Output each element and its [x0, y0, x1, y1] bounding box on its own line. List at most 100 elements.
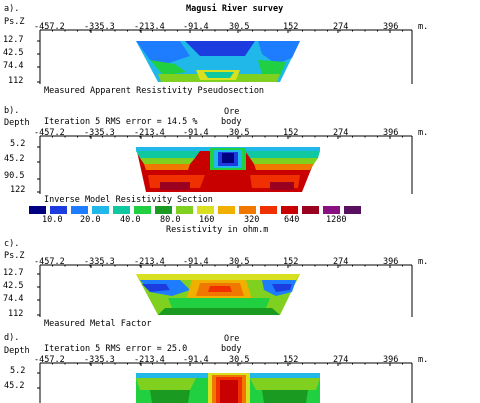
- panel-a-y-heading: Ps.Z: [4, 17, 25, 27]
- panel-d-ore-label: Ore: [224, 334, 240, 344]
- panel-c-x-tick: 30.5: [229, 257, 250, 267]
- panel-d-y-tick: 5.2: [10, 366, 26, 376]
- panel-c-x-tick: 152: [283, 257, 299, 267]
- panel-c-unit: m.: [418, 257, 429, 267]
- panel-c-y-tick: 74.4: [3, 294, 24, 304]
- legend-title: Resistivity in ohm.m: [166, 225, 269, 235]
- panel-c-plot: [136, 274, 300, 315]
- panel-c-region: [158, 308, 280, 315]
- panel-a-x-tick: -457.2: [34, 22, 65, 32]
- panel-a-region: [150, 60, 186, 76]
- panel-d-x-tick: 152: [283, 355, 299, 365]
- panel-d-y-heading: Depth: [4, 346, 30, 356]
- panel-a-letter: a).: [4, 4, 20, 14]
- panel-a-region: [258, 60, 286, 76]
- panel-b-x-tick: 396: [383, 128, 399, 138]
- legend-swatch: [71, 206, 88, 214]
- panel-c-x-tick: -213.4: [134, 257, 165, 267]
- panel-b-region: [270, 182, 294, 190]
- axes-group: [37, 29, 413, 403]
- panel-b-x-tick: -457.2: [34, 128, 65, 138]
- chart-title: Magusi River survey: [186, 4, 284, 14]
- panel-b-x-tick: 152: [283, 128, 299, 138]
- panel-b-region: [222, 153, 234, 163]
- panel-d-region: [220, 380, 238, 403]
- panel-b-x-tick: 274: [333, 128, 349, 138]
- panel-d-x-tick: 30.5: [229, 355, 250, 365]
- panel-a-x-tick: -335.3: [84, 22, 115, 32]
- panel-a-region: [185, 41, 255, 56]
- panel-a-x-tick: -91.4: [183, 22, 209, 32]
- panel-c-region: [272, 284, 292, 292]
- panel-c-y-tick: 42.5: [3, 281, 24, 291]
- panel-d-ore-label: body: [221, 344, 242, 354]
- panel-b-x-tick: -91.4: [183, 128, 209, 138]
- panel-a-region: [258, 41, 300, 64]
- panel-b-y-heading: Depth: [4, 118, 30, 128]
- legend-label: 40.0: [120, 215, 141, 225]
- panel-a-plot: [136, 41, 300, 82]
- panel-b-region: [245, 151, 320, 158]
- panel-a-region: [204, 72, 234, 78]
- panel-d-region: [250, 378, 320, 390]
- panel-b-x-tick: 30.5: [229, 128, 250, 138]
- legend-swatch: [155, 206, 172, 214]
- panel-a-x-tick: 30.5: [229, 22, 250, 32]
- panel-a-y-tick: 74.4: [3, 61, 24, 71]
- panel-b-y-tick: 45.2: [4, 154, 25, 164]
- panel-c-region: [208, 286, 232, 292]
- panel-d-unit: m.: [418, 355, 429, 365]
- panel-c-x-tick: -457.2: [34, 257, 65, 267]
- panel-a-x-tick: -213.4: [134, 22, 165, 32]
- legend-swatch: [239, 206, 256, 214]
- legend-swatch: [260, 206, 277, 214]
- panel-b-caption: Inverse Model Resistivity Section: [44, 195, 213, 205]
- panel-d-x-tick: -91.4: [183, 355, 209, 365]
- panel-b-region: [254, 164, 314, 170]
- panel-d-x-tick: 396: [383, 355, 399, 365]
- panel-c-x-tick: 274: [333, 257, 349, 267]
- panel-c-y-tick: 12.7: [3, 268, 24, 278]
- legend-swatch: [344, 206, 361, 214]
- panel-b-region: [136, 151, 200, 158]
- panel-b-unit: m.: [418, 128, 429, 138]
- panel-d-plot: [136, 373, 320, 403]
- legend-label: 320: [244, 215, 260, 225]
- panel-a-x-tick: 274: [333, 22, 349, 32]
- panel-c-x-tick: -91.4: [183, 257, 209, 267]
- panel-d-x-tick: -335.3: [84, 355, 115, 365]
- panel-a-caption: Measured Apparent Resistivity Pseudosect…: [44, 86, 265, 96]
- panel-d-region: [136, 378, 196, 390]
- panel-b-letter: b).: [4, 106, 20, 116]
- panel-b-y-tick: 122: [10, 185, 26, 195]
- panel-c-y-heading: Ps.Z: [4, 251, 25, 261]
- panel-c-x-tick: 396: [383, 257, 399, 267]
- panel-b-iteration: Iteration 5 RMS error = 14.5 %: [44, 117, 198, 127]
- panel-a-y-tick: 112: [8, 76, 24, 86]
- legend-swatch: [50, 206, 67, 214]
- legend-swatch: [134, 206, 151, 214]
- panel-c-letter: c).: [4, 239, 20, 249]
- panel-c-region: [168, 298, 270, 308]
- panel-a-y-tick: 42.5: [3, 48, 24, 58]
- panel-b-y-tick: 5.2: [10, 139, 26, 149]
- panel-c-y-tick: 112: [8, 309, 24, 319]
- panel-b-region: [144, 164, 190, 170]
- panel-d-region: [150, 390, 190, 403]
- panel-b-ore-label: Ore: [224, 107, 240, 117]
- panel-d-y-tick: 45.2: [4, 381, 25, 391]
- panel-c-caption: Measured Metal Factor: [44, 319, 152, 329]
- panel-d-x-tick: 274: [333, 355, 349, 365]
- panel-b-x-tick: -213.4: [134, 128, 165, 138]
- legend-label: 10.0: [42, 215, 63, 225]
- legend-swatch: [197, 206, 214, 214]
- panel-d-letter: d).: [4, 333, 20, 343]
- legend-swatch: [92, 206, 109, 214]
- legend-label: 160: [199, 215, 215, 225]
- legend-swatch: [323, 206, 340, 214]
- panel-a-y-tick: 12.7: [3, 35, 24, 45]
- panel-b-region: [140, 158, 195, 164]
- legend-swatch: [218, 206, 235, 214]
- legend-swatch: [302, 206, 319, 214]
